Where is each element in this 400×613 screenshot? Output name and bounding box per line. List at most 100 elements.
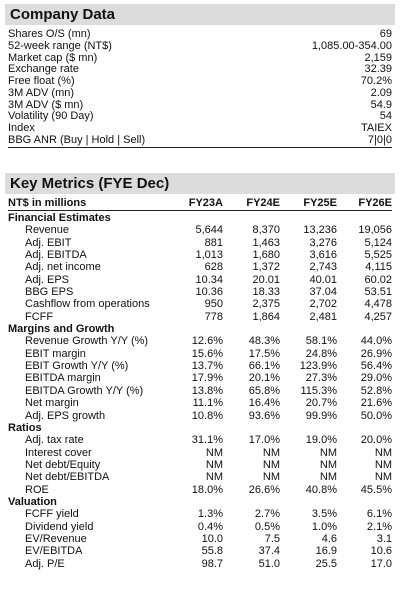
company-data-label: Exchange rate <box>8 63 79 76</box>
metric-value: 0.5% <box>254 520 280 533</box>
company-data-row: Free float (%) 70.2% <box>8 75 392 88</box>
metric-label: Adj. EBITDA <box>25 249 87 262</box>
metric-value: 3.5% <box>311 508 337 521</box>
company-data-label: Index <box>8 122 35 134</box>
metric-value: 2.1% <box>366 520 392 533</box>
metric-row: Revenue 5,644 8,370 13,236 19,056 <box>8 224 392 236</box>
metric-value: 11.1% <box>192 397 223 410</box>
metric-row: EV/Revenue 10.0 7.5 4.6 3.1 <box>8 533 392 545</box>
metric-value: NM <box>319 446 337 459</box>
metric-value: 4,257 <box>364 310 392 323</box>
metric-value: 13.8% <box>191 384 223 397</box>
metric-value: NM <box>205 458 223 471</box>
metric-value: NM <box>374 458 392 471</box>
metric-value: 115.3% <box>300 384 338 397</box>
metric-value: 31.1% <box>191 434 223 447</box>
metric-value: NM <box>262 458 280 471</box>
metric-value: 24.8% <box>305 347 337 360</box>
metric-value: NM <box>205 446 223 459</box>
metric-label: Adj. EPS <box>25 273 70 286</box>
metric-label: Dividend yield <box>25 520 94 533</box>
company-data-value: 2.09 <box>370 86 392 99</box>
metric-label: Net debt/Equity <box>25 458 101 471</box>
metric-value: 2.7% <box>254 508 280 521</box>
metric-row: Cashflow from operations 950 2,375 2,702 4,4… <box>8 298 392 310</box>
metric-value: 56.4% <box>360 360 392 373</box>
metric-value: 0.4% <box>197 520 223 533</box>
metric-value: 5,644 <box>195 224 223 237</box>
metric-value: 20.7% <box>305 397 337 410</box>
metric-row: EBIT Growth Y/Y (%) 13.7% 66.1% 123.9% 56.4% <box>8 360 392 372</box>
metric-value: 55.8 <box>201 545 223 558</box>
metric-value: 45.5% <box>360 483 392 496</box>
company-data-title: Company Data <box>5 4 395 25</box>
metric-value: 44.0% <box>360 335 392 348</box>
metric-value: 15.6% <box>191 347 223 360</box>
metric-value: 10.6 <box>370 545 392 558</box>
col-header: FY25E <box>303 197 337 209</box>
metric-value: 1,372 <box>252 261 280 274</box>
metric-row: ROE 18.0% 26.6% 40.8% 45.5% <box>8 484 392 496</box>
section-heading: Valuation <box>8 495 57 508</box>
metric-value: NM <box>374 471 392 484</box>
col-header: FY26E <box>358 197 392 209</box>
metric-value: 10.34 <box>195 273 223 286</box>
metric-value: 628 <box>204 261 223 274</box>
metric-label: ROE <box>25 483 49 496</box>
metric-value: 1,013 <box>195 249 223 262</box>
metric-value: 65.8% <box>248 384 280 397</box>
metric-value: 93.6% <box>248 409 280 422</box>
metric-label: EBIT margin <box>25 347 86 360</box>
metric-row: Adj. EPS growth 10.8% 93.6% 99.9% 50.0% <box>8 410 392 422</box>
metric-value: 17.5% <box>248 347 280 360</box>
company-data-row: Shares O/S (mn) 69 <box>8 28 392 41</box>
company-data-value: 2,159 <box>364 51 392 64</box>
metric-row: Adj. tax rate 31.1% 17.0% 19.0% 20.0% <box>8 434 392 446</box>
metric-value: 10.0 <box>201 532 223 545</box>
metric-value: 3.1 <box>376 532 392 545</box>
company-data-row: Exchange rate 32.39 <box>8 63 392 76</box>
metric-value: 2,743 <box>309 261 337 274</box>
key-metrics-table: NT$ in millions FY23A FY24E FY25E FY26E … <box>8 197 392 570</box>
metric-row: Adj. P/E 98.7 51.0 25.5 17.0 <box>8 558 392 570</box>
metric-label: Interest cover <box>25 446 92 459</box>
metric-value: 3,616 <box>309 249 337 262</box>
metric-row: EV/EBITDA 55.8 37.4 16.9 10.6 <box>8 545 392 557</box>
metric-row: Net margin 11.1% 16.4% 20.7% 21.6% <box>8 397 392 409</box>
metric-label: Adj. net income <box>25 261 101 274</box>
metric-value: 21.6% <box>360 397 392 410</box>
metric-value: 881 <box>204 236 223 249</box>
metric-value: 19,056 <box>358 224 392 237</box>
metric-value: 123.9% <box>299 360 337 373</box>
company-data-row: 52-week range (NT$) 1,085.00-354.00 <box>8 39 392 53</box>
metric-value: 5,525 <box>364 249 392 262</box>
company-data-value: 54.9 <box>370 98 392 111</box>
metric-value: 29.0% <box>360 372 392 385</box>
metric-value: 16.4% <box>248 397 280 410</box>
metric-value: 18.33 <box>252 286 280 299</box>
metric-label: FCFF yield <box>25 508 79 521</box>
metric-value: 60.02 <box>364 273 392 286</box>
metric-value: 6.1% <box>366 508 392 521</box>
metric-value: 2,481 <box>309 310 337 323</box>
col-header: FY24E <box>246 197 280 209</box>
metric-value: 17.9% <box>191 372 223 385</box>
company-data-value: 7|0|0 <box>367 133 392 146</box>
metric-label: Adj. tax rate <box>25 434 84 447</box>
metric-row: Adj. EBITDA 1,013 1,680 3,616 5,525 <box>8 249 392 261</box>
metric-label: EV/Revenue <box>25 532 87 545</box>
metric-row: Net debt/Equity NM NM NM NM <box>8 459 392 471</box>
metric-value: 2,375 <box>252 298 280 311</box>
metric-row: EBITDA Growth Y/Y (%) 13.8% 65.8% 115.3% 52.… <box>8 385 392 397</box>
metric-label: Net margin <box>25 397 79 410</box>
company-data-value: 54 <box>379 110 392 123</box>
company-data-value: 1,085.00-354.00 <box>311 39 392 52</box>
metric-row: FCFF yield 1.3% 2.7% 3.5% 6.1% <box>8 508 392 520</box>
metric-value: NM <box>319 458 337 471</box>
metric-value: 52.8% <box>360 384 392 397</box>
metric-label: Net debt/EBITDA <box>25 471 110 484</box>
company-data-row: Market cap ($ mn) 2,159 <box>8 51 392 65</box>
metric-value: NM <box>374 446 392 459</box>
metric-value: NM <box>205 471 223 484</box>
metric-value: 25.5 <box>315 557 337 570</box>
